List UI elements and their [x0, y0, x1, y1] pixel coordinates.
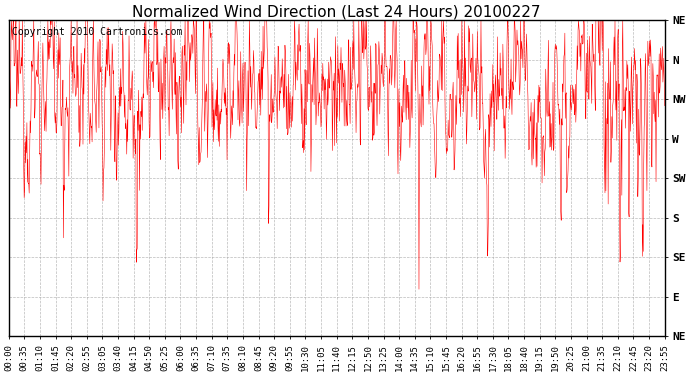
Text: Copyright 2010 Cartronics.com: Copyright 2010 Cartronics.com: [12, 27, 182, 37]
Title: Normalized Wind Direction (Last 24 Hours) 20100227: Normalized Wind Direction (Last 24 Hours…: [132, 4, 541, 19]
